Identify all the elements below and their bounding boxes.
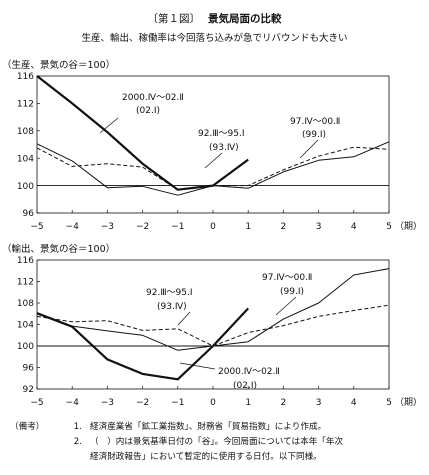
chart-2-x-tick-label: −3 [101, 398, 114, 408]
chart-2-annotation-leader [275, 296, 297, 316]
chart-2-x-tick-label: −5 [30, 398, 43, 408]
chart-1-series-trough-label: (93.Ⅳ) [209, 143, 239, 153]
chart-2-x-axis-label: （期） [395, 397, 422, 408]
chart-2-x-tick-label: 5 [386, 398, 392, 408]
chart-2-x-tick-label: 3 [316, 398, 322, 408]
chart-1-x-tick-label: −2 [136, 222, 149, 232]
chart-2-x-tick-label: −4 [66, 398, 80, 408]
notes: （備考） 1. 経済産業省「鉱工業指数」、財務省「貿易指数」により作成。 2. … [10, 420, 343, 465]
chart-2-x-tick-label: 0 [210, 398, 216, 408]
chart-1-x-tick-label: −3 [101, 222, 114, 232]
chart-2-y-tick-label: 100 [17, 342, 34, 352]
chart-1-series-label: 92.Ⅲ〜95.Ⅰ [198, 129, 245, 139]
chart-1-x-tick-label: −4 [66, 222, 80, 232]
chart-1-y-tick-label: 96 [23, 209, 35, 219]
chart-2-series-thin-line [36, 268, 390, 351]
chart-1-y-tick-label: 100 [17, 182, 34, 192]
figure-number: 〔第１図〕 [147, 13, 201, 25]
chart-2-y-tick-label: 112 [17, 278, 34, 288]
note-row-2: 2. （ ）内は景気基準日付の「谷」。今回局面については本年「年次 [10, 435, 343, 450]
chart-1-x-tick-label: 0 [210, 222, 216, 232]
note-text: 経済産業省「鉱工業指数」、財務省「貿易指数」により作成。 [90, 422, 327, 432]
chart-1-series-thin-line [36, 141, 390, 196]
chart-1-x-tick-label: −5 [30, 222, 43, 232]
chart-1-annotation-leader [299, 139, 319, 159]
chart-2-series-dashed-line [36, 304, 390, 347]
chart-2-x-tick-label: 2 [281, 398, 287, 408]
chart-2-x-tick-label: −1 [171, 398, 184, 408]
chart-1-annotation-leader [99, 117, 119, 134]
chart-2-annotation-leader [179, 362, 216, 370]
chart-1-x-tick-label: 5 [386, 222, 392, 232]
chart-2-plot-frame [36, 259, 390, 390]
note-text: 経済財政報告」において暫定的に使用する日付。以下同様。 [90, 452, 322, 462]
chart-2-y-axis-label: （輸出、景気の谷＝100） [2, 243, 115, 255]
chart-2-series-trough-label: (02.Ⅰ) [233, 381, 257, 391]
chart-2-x-tick-label: −2 [136, 398, 149, 408]
chart-1-x-axis-label: （期） [395, 221, 422, 232]
chart-1-series-trough-label: (99.Ⅰ) [302, 130, 326, 140]
chart-2-series-label: 97.Ⅳ〜00.Ⅱ [262, 273, 312, 283]
chart-2-series-trough-label: (93.Ⅳ) [157, 302, 187, 312]
note-row-1: （備考） 1. 経済産業省「鉱工業指数」、財務省「貿易指数」により作成。 [10, 420, 343, 435]
chart-1-y-tick-label: 108 [17, 127, 34, 137]
chart-1-series-trough-label: (02.Ⅰ) [136, 106, 160, 116]
chart-1-series-label: 97.Ⅳ〜00.Ⅱ [290, 117, 340, 127]
chart-2-y-tick-label: 108 [17, 299, 34, 309]
chart-2-y-tick-label: 104 [17, 321, 34, 331]
note-row-3: 経済財政報告」において暫定的に使用する日付。以下同様。 [10, 450, 343, 465]
chart-1-series-label: 2000.Ⅳ〜02.Ⅱ [122, 93, 184, 103]
figure-title: 〔第１図〕 景気局面の比較 [0, 11, 429, 26]
figure-title-text: 景気局面の比較 [208, 13, 282, 25]
chart-2-series-label: 2000.Ⅳ〜02.Ⅱ [218, 367, 280, 377]
chart-1-x-tick-label: 1 [245, 222, 251, 232]
chart-1-x-tick-label: 3 [316, 222, 322, 232]
chart-2-y-tick-label: 96 [23, 364, 35, 374]
note-text: （ ）内は景気基準日付の「谷」。今回局面については本年「年次 [90, 437, 344, 447]
chart-1-x-tick-label: −1 [171, 222, 184, 232]
note-number: 1. [73, 422, 82, 432]
chart-1-series-dashed-line [36, 146, 390, 191]
chart-2-y-tick-label: 92 [23, 385, 34, 395]
chart-1-y-axis-label: （生産、景気の谷＝100） [2, 59, 115, 71]
chart-2-series-thick-line [36, 307, 250, 381]
chart-1-x-tick-label: 2 [281, 222, 287, 232]
chart-2-x-tick-label: 4 [351, 398, 357, 408]
chart-1-x-tick-label: 4 [351, 222, 357, 232]
chart-2-annotation-leader [177, 311, 191, 326]
chart-1-y-tick-label: 104 [17, 154, 34, 164]
chart-2-y-tick-label: 116 [17, 256, 34, 266]
chart-1-annotation-leader [204, 152, 223, 169]
chart-1-y-tick-label: 112 [17, 100, 34, 110]
chart-2-series-trough-label: (99.Ⅰ) [280, 287, 304, 297]
notes-label: （備考） [10, 422, 45, 432]
chart-2-series-label: 92.Ⅲ〜95.Ⅰ [146, 288, 193, 298]
chart-1-y-tick-label: 116 [17, 72, 34, 82]
note-number: 2. [73, 437, 82, 447]
figure-subtitle: 生産、輸出、稼働率は今回落ち込みが急でリバウンドも大きい [81, 33, 348, 44]
chart-2-x-tick-label: 1 [245, 398, 251, 408]
